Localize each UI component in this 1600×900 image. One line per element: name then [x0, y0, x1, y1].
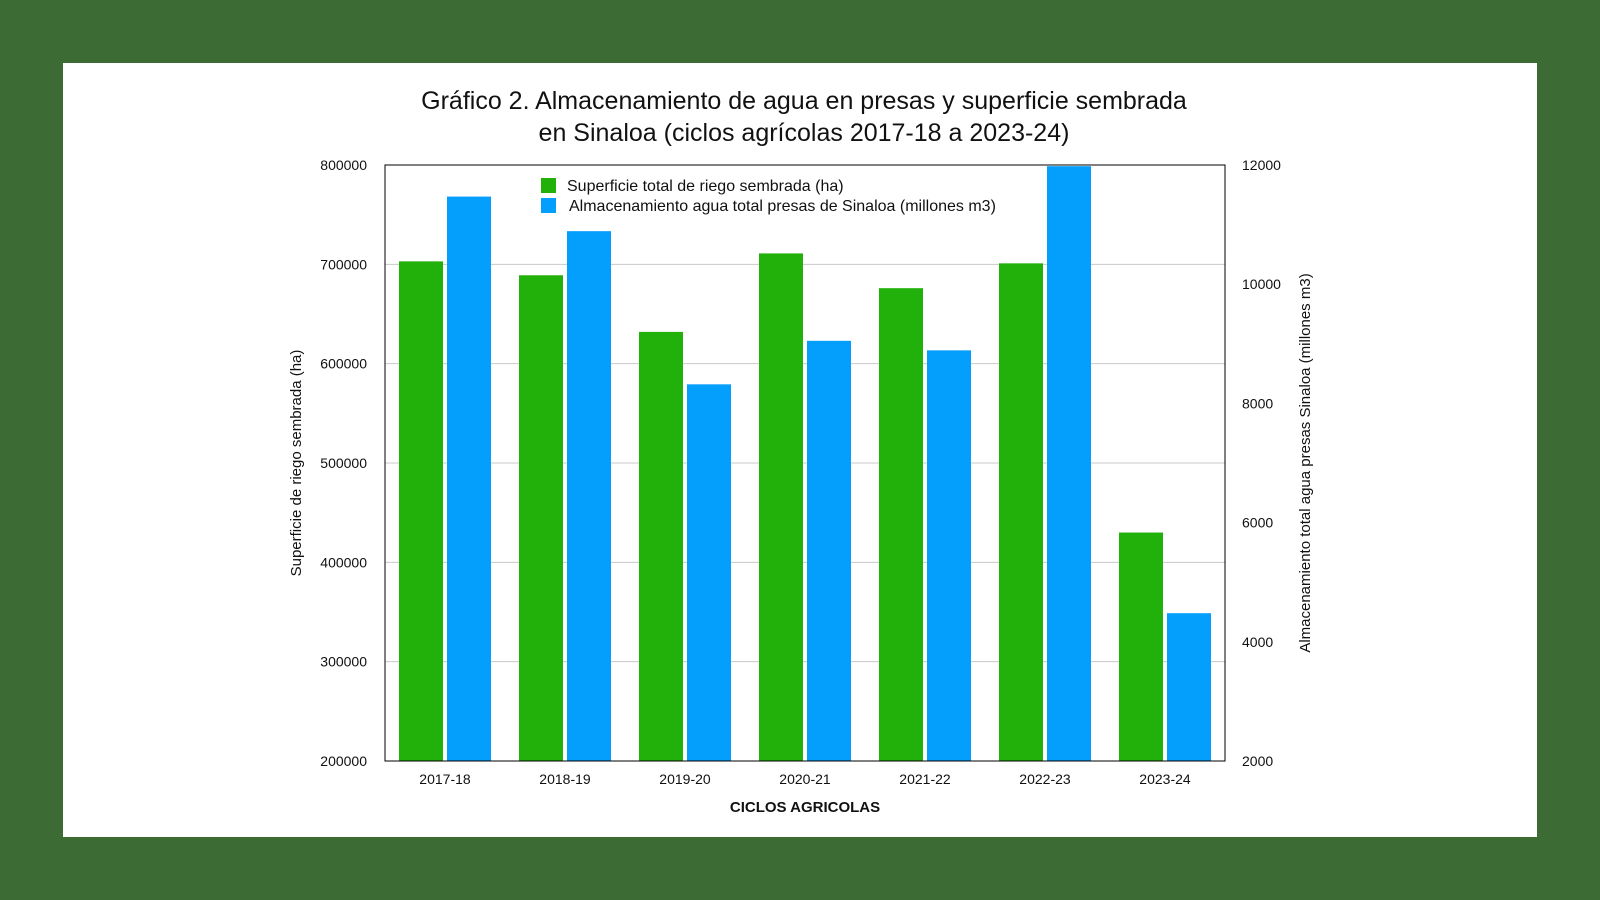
left-axis-title: Superficie de riego sembrada (ha)	[288, 350, 305, 577]
left-tick-label: 200000	[320, 753, 367, 769]
bar-superficie-2019-20	[639, 331, 683, 761]
bar-almacenamiento-2021-22	[927, 350, 971, 761]
right-tick-label: 4000	[1242, 634, 1273, 650]
x-tick-label: 2023-24	[1139, 771, 1191, 787]
left-axis-ticks: 200000 300000 400000 500000 600000 700000 8000…	[320, 157, 367, 769]
bar-almacenamiento-2018-19	[567, 231, 611, 761]
bar-superficie-2023-24	[1119, 532, 1163, 761]
x-axis-title: CICLOS AGRICOLAS	[730, 799, 880, 816]
right-axis-ticks: 2000 4000 6000 8000 10000 12000	[1242, 157, 1281, 769]
right-tick-label: 10000	[1242, 276, 1281, 292]
x-tick-label: 2018-19	[539, 771, 591, 787]
right-tick-label: 8000	[1242, 395, 1273, 411]
left-tick-label: 600000	[320, 356, 367, 372]
x-tick-label: 2017-18	[419, 771, 471, 787]
bar-superficie-2021-22	[879, 288, 923, 761]
x-tick-label: 2019-20	[659, 771, 711, 787]
right-tick-label: 6000	[1242, 515, 1273, 531]
grid-lines	[385, 263, 1225, 663]
right-tick-label: 12000	[1242, 157, 1281, 173]
left-tick-label: 300000	[320, 654, 367, 670]
legend-swatch-almacenamiento	[541, 198, 556, 213]
legend-label-superficie: Superficie total de riego sembrada (ha)	[567, 178, 844, 195]
bar-almacenamiento-2020-21	[807, 340, 851, 761]
bar-superficie-2020-21	[759, 253, 803, 761]
bar-superficie-2017-18	[399, 261, 443, 761]
bar-almacenamiento-2023-24	[1167, 613, 1211, 761]
bar-superficie-2022-23	[999, 263, 1043, 761]
bars	[399, 166, 1211, 761]
chart-title-line-2: en Sinaloa (ciclos agrícolas 2017-18 a 2…	[539, 119, 1070, 147]
right-tick-label: 2000	[1242, 753, 1273, 769]
bar-superficie-2018-19	[519, 275, 563, 761]
x-tick-label: 2020-21	[779, 771, 831, 787]
x-tick-label: 2022-23	[1019, 771, 1071, 787]
left-tick-label: 500000	[320, 455, 367, 471]
x-axis-ticks: 2017-18 2018-19 2019-20 2020-21 2021-22 2022-…	[419, 771, 1191, 787]
bar-almacenamiento-2019-20	[687, 384, 731, 761]
legend-swatch-superficie	[541, 178, 556, 193]
bar-almacenamiento-2022-23	[1047, 166, 1091, 761]
legend: Superficie total de riego sembrada (ha) …	[541, 178, 996, 215]
left-tick-label: 700000	[320, 256, 367, 272]
plot-area-border	[384, 164, 1226, 762]
x-tick-label: 2021-22	[899, 771, 951, 787]
chart-title-line-1: Gráfico 2. Almacenamiento de agua en pre…	[421, 87, 1187, 115]
left-tick-label: 400000	[320, 554, 367, 570]
bar-almacenamiento-2017-18	[447, 196, 491, 761]
legend-label-almacenamiento: Almacenamiento agua total presas de Sina…	[569, 198, 996, 215]
right-axis-title: Almacenamiento total agua presas Sinaloa…	[1297, 273, 1314, 652]
left-tick-label: 800000	[320, 157, 367, 173]
